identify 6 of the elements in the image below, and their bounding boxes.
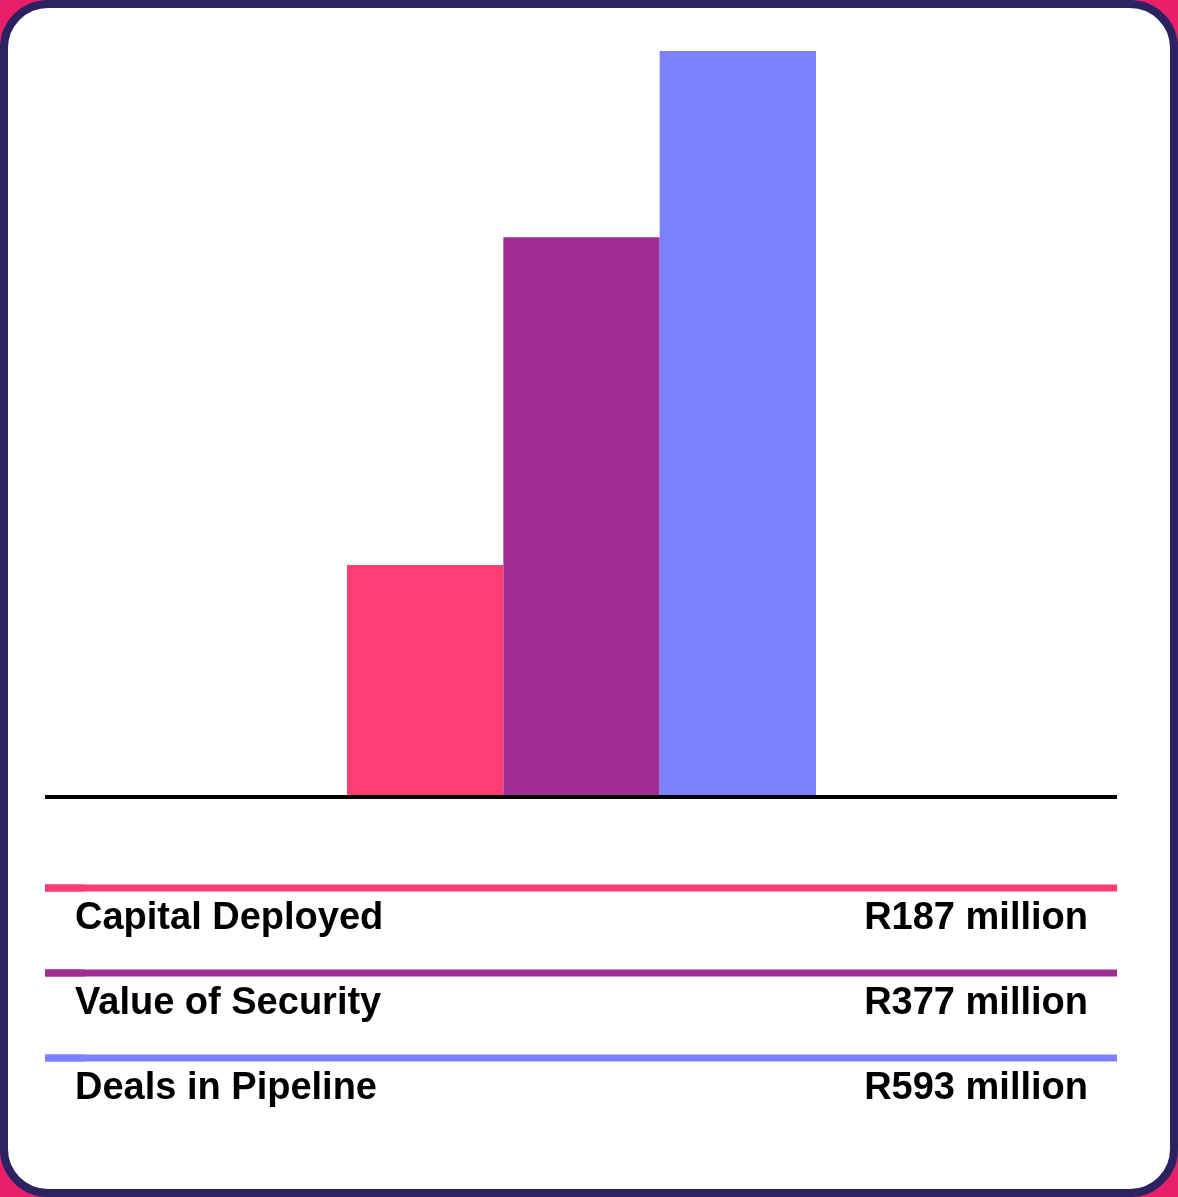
legend-label: Deals in Pipeline xyxy=(75,1065,377,1107)
legend-label: Capital Deployed xyxy=(75,895,384,937)
legend-label: Value of Security xyxy=(75,980,382,1022)
text: R377 million xyxy=(864,980,1088,1022)
text: R187 million xyxy=(864,895,1088,937)
text: R593 million xyxy=(864,1065,1088,1107)
